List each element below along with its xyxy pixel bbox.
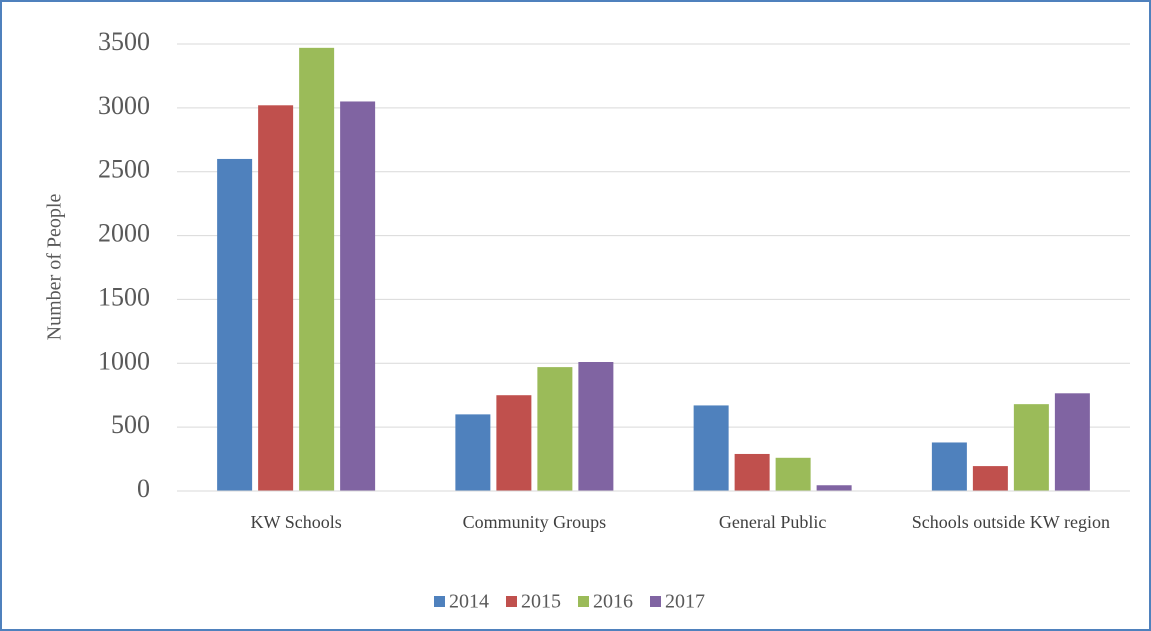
bar: [693, 405, 729, 491]
bar: [299, 47, 335, 492]
y-axis-label: Number of People: [44, 194, 66, 341]
bar: [578, 362, 614, 491]
bar: [340, 101, 376, 491]
bar: [775, 457, 811, 491]
bar: [1013, 404, 1049, 491]
legend-label: 2017: [665, 591, 705, 613]
bar: [537, 367, 573, 491]
bar: [217, 158, 253, 491]
legend-label: 2016: [593, 591, 633, 613]
bar: [931, 442, 967, 491]
y-tick-label: 1500: [98, 282, 150, 311]
y-tick-label: 2000: [98, 219, 150, 248]
y-tick-label: 3000: [98, 91, 150, 120]
bar: [734, 453, 770, 491]
legend-label: 2015: [521, 591, 561, 613]
legend-swatch: [578, 596, 589, 607]
y-tick-label: 500: [111, 410, 150, 439]
y-tick-label: 2500: [98, 155, 150, 184]
bar: [258, 105, 294, 491]
y-tick-label: 1000: [98, 346, 150, 375]
x-tick-label: General Public: [718, 512, 827, 532]
bar: [972, 466, 1008, 491]
x-tick-label: Schools outside KW region: [911, 512, 1110, 532]
legend-swatch: [434, 596, 445, 607]
x-tick-label: KW Schools: [250, 512, 342, 532]
x-tick-label: Community Groups: [462, 512, 607, 532]
legend-label: 2014: [449, 591, 489, 613]
bar: [455, 414, 491, 491]
legend-swatch: [650, 596, 661, 607]
bar: [816, 485, 852, 491]
y-tick-label: 0: [137, 474, 150, 503]
bar: [496, 395, 532, 491]
legend-swatch: [506, 596, 517, 607]
bar: [1054, 393, 1090, 491]
y-tick-label: 3500: [98, 27, 150, 56]
